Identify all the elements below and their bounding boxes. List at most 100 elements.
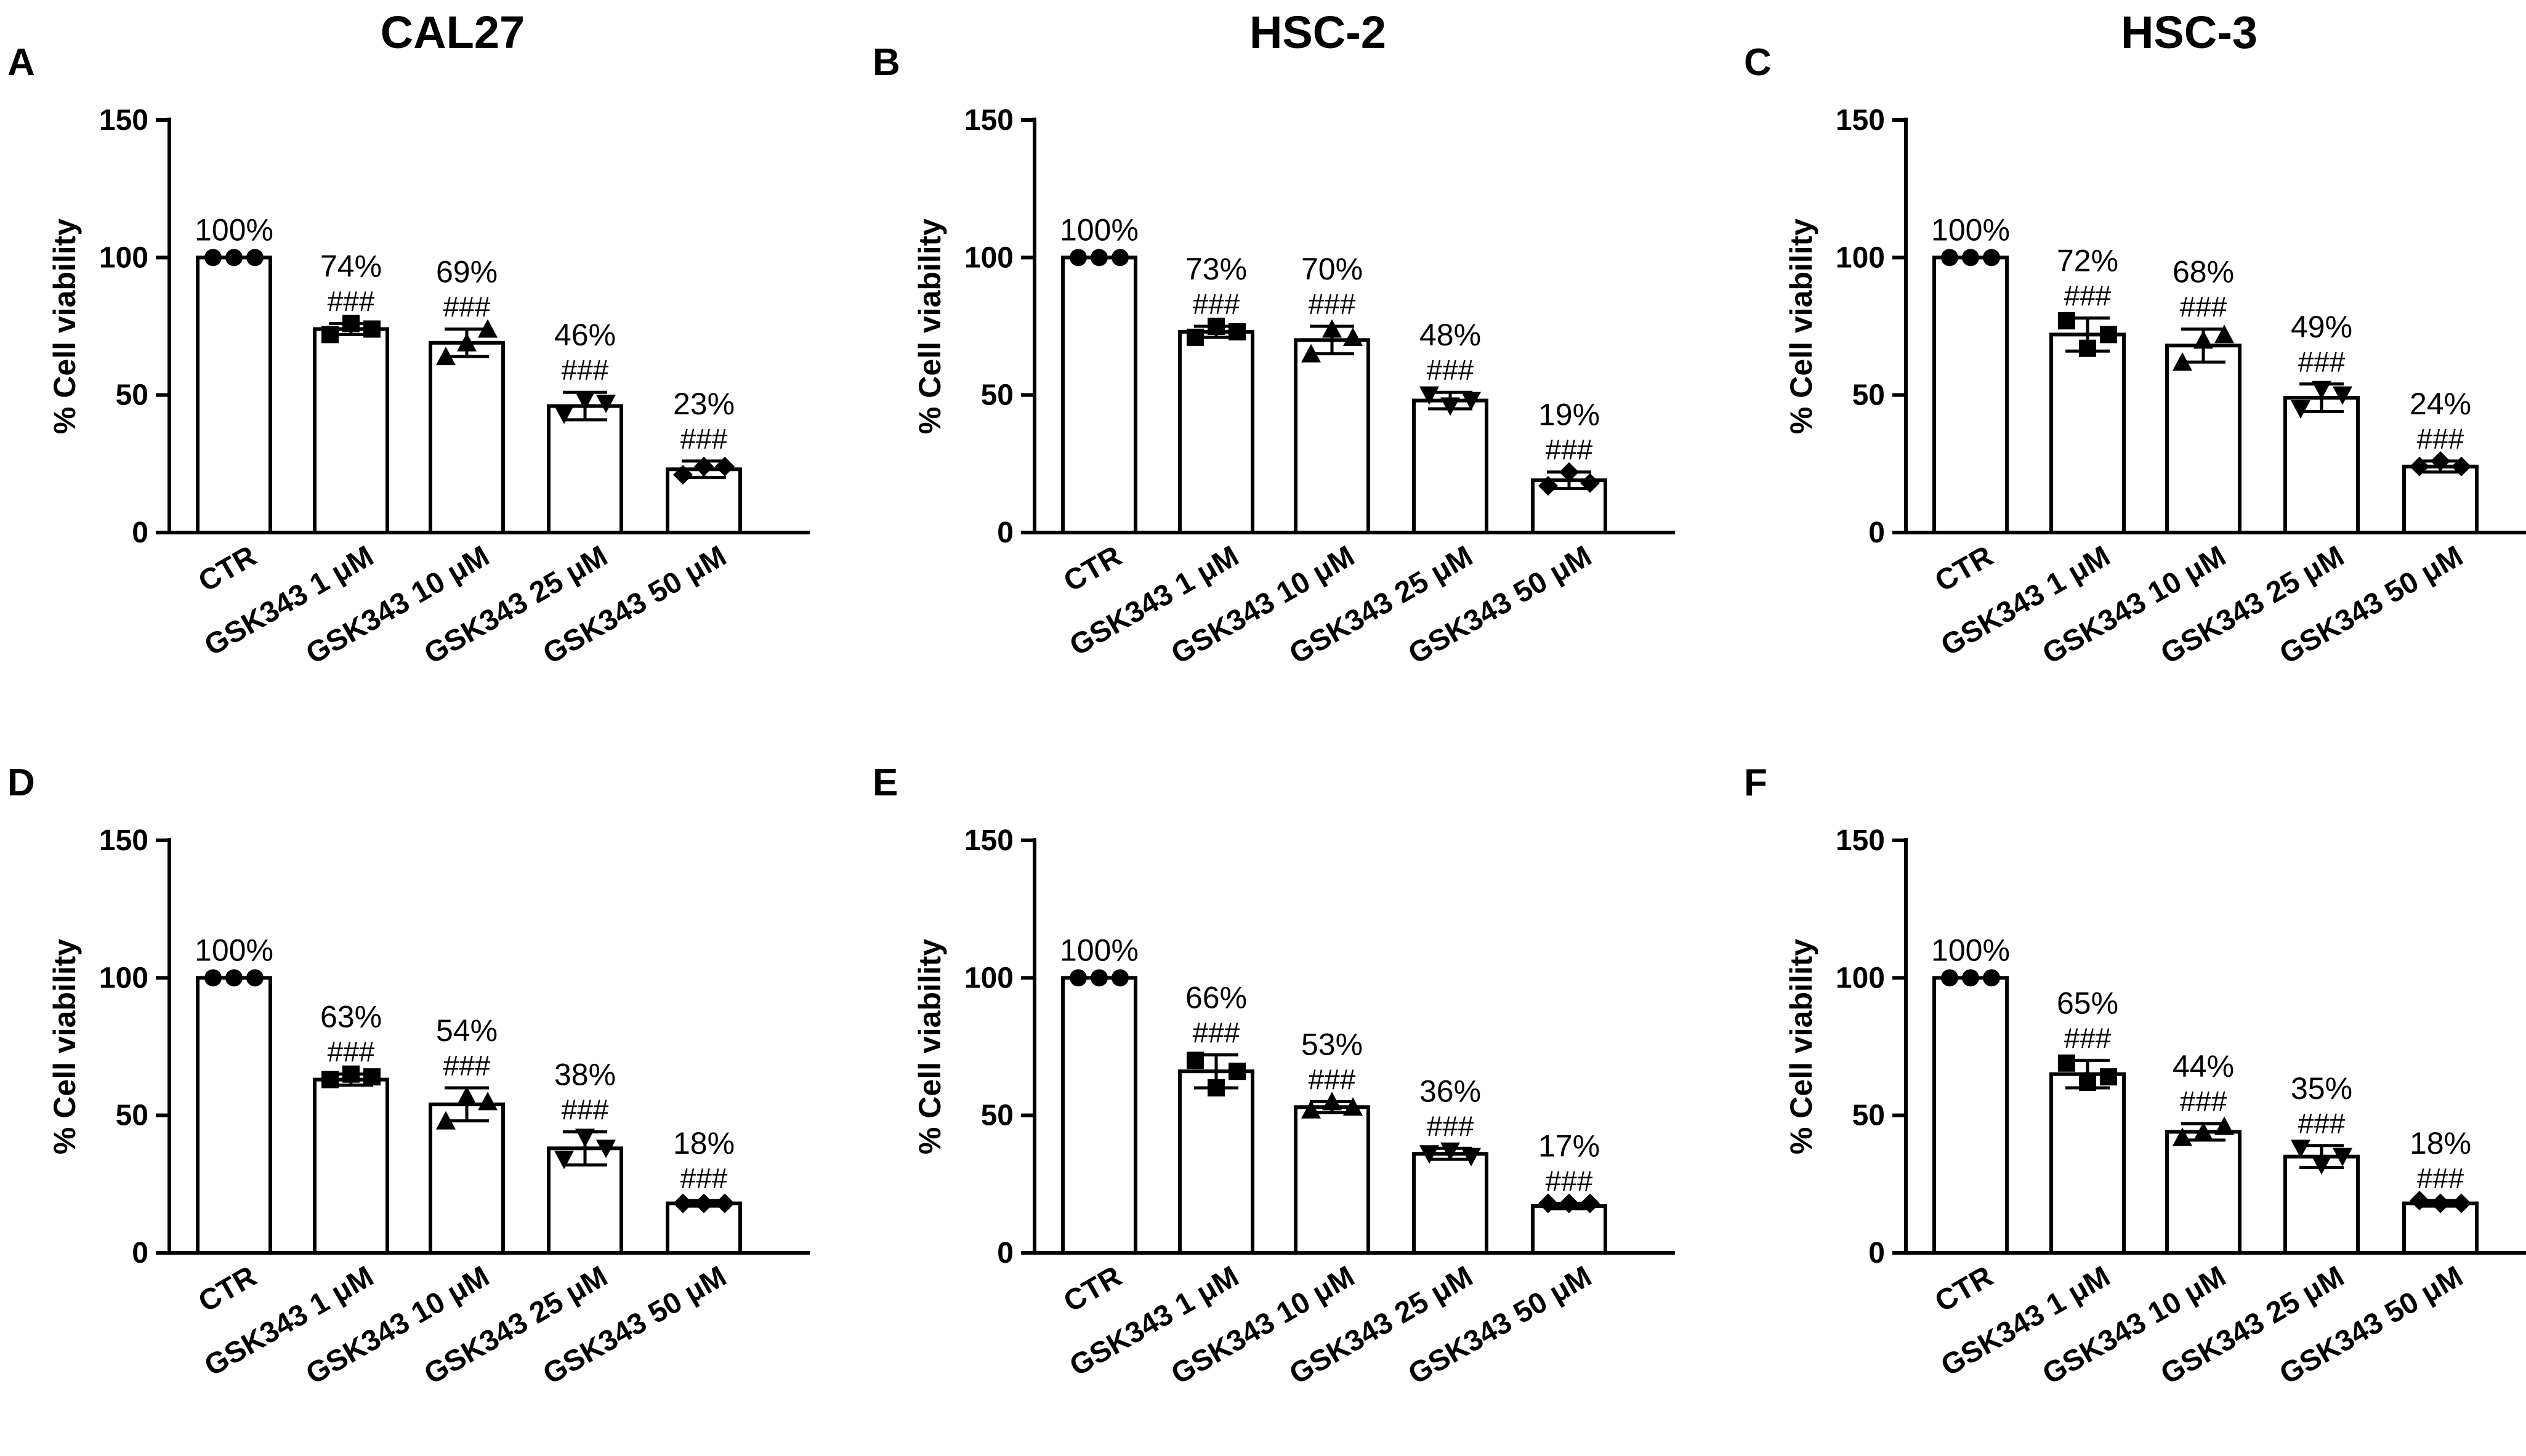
significance-label: ### [1309,1063,1356,1095]
data-point [363,1068,381,1086]
y-tick-label: 50 [116,1100,148,1132]
data-point [1941,249,1958,267]
data-point [436,1111,456,1130]
data-point [478,319,498,338]
data-point [2291,400,2310,419]
data-point [2333,386,2352,405]
data-point [1343,1097,1363,1116]
x-tick-label: CTR [1930,540,1999,598]
data-point [1091,969,1108,987]
data-point [2312,380,2331,400]
value-label: 54% [436,1013,498,1048]
significance-label: ### [562,354,609,386]
data-point [457,1086,477,1105]
data-point [321,326,339,344]
y-tick-label: 150 [1836,104,1885,137]
significance-label: ### [328,286,375,318]
data-point [478,1092,498,1111]
significance-label: ### [2298,346,2346,378]
data-point [225,969,243,987]
significance-label: ### [680,1162,728,1194]
significance-label: ### [2417,1162,2464,1194]
value-label: 19% [1538,398,1600,432]
data-point [342,315,360,332]
value-label: 100% [195,933,273,967]
significance-label: ### [443,1050,491,1082]
y-tick-label: 0 [1868,1237,1885,1269]
data-point [1419,386,1439,405]
panel-letter-c: C [1744,41,1772,84]
bar [1061,976,1137,1255]
value-label: 65% [2057,986,2118,1020]
data-point [1229,323,1246,340]
bar [1932,255,2009,534]
data-point [673,1193,693,1213]
data-point [2173,1127,2192,1146]
data-point [715,1193,735,1213]
data-point [1208,1079,1225,1096]
data-point [1070,969,1087,987]
data-point [1091,249,1108,267]
value-label: 24% [2410,387,2471,421]
data-point [2079,1074,2096,1092]
data-point [554,1151,574,1170]
data-point [1419,1145,1439,1164]
significance-label: ### [1193,288,1240,320]
data-point [1208,318,1225,335]
data-point [342,1065,360,1083]
data-point [1440,1142,1460,1161]
panel-letter-f: F [1744,762,1767,804]
value-label: 100% [1060,933,1139,967]
y-tick-label: 50 [1852,379,1885,412]
value-label: 69% [436,254,498,289]
data-point [246,249,264,267]
bar [2283,396,2360,535]
value-label: 100% [1931,212,2010,247]
data-point [2431,1193,2450,1213]
y-axis-title: % Cell viability [1784,939,1818,1154]
data-point [1559,462,1579,482]
data-point [2100,1068,2117,1086]
significance-label: ### [2180,291,2227,323]
significance-label: ### [2417,423,2464,455]
significance-label: ### [1427,1110,1474,1142]
y-tick-label: 50 [981,379,1014,412]
value-label: 63% [320,1000,382,1034]
bar [1294,1105,1370,1255]
data-point [2431,451,2450,471]
bar [313,327,389,534]
value-label: 36% [1419,1074,1481,1108]
significance-label: ### [328,1036,375,1068]
significance-label: ### [1427,354,1474,386]
data-point [1461,1148,1481,1167]
panel-letter-a: A [7,41,35,84]
value-label: 17% [1538,1129,1600,1164]
y-tick-label: 50 [1852,1100,1885,1132]
value-label: 53% [1301,1027,1363,1061]
data-point [554,405,574,424]
y-tick-label: 100 [1836,962,1885,994]
x-tick-label: CTR [193,540,262,598]
data-point [694,1193,714,1213]
value-label: 100% [1931,933,2010,967]
data-point [2214,1116,2234,1135]
y-tick-label: 100 [99,962,148,994]
significance-label: ### [443,291,491,323]
value-label: 35% [2291,1071,2352,1106]
value-label: 72% [2057,244,2118,278]
value-label: 68% [2173,254,2234,289]
y-tick-label: 150 [1836,824,1885,857]
significance-label: ### [2064,1022,2112,1054]
value-label: 73% [1185,252,1247,286]
data-point [1962,969,1979,987]
column-title-cal27: CAL27 [381,7,525,58]
data-point [225,249,243,267]
panel-letter-d: D [7,762,35,804]
significance-label: ### [1546,1165,1593,1197]
bar [2049,1072,2126,1255]
bar [196,976,272,1255]
y-axis-title: % Cell viability [47,219,82,434]
